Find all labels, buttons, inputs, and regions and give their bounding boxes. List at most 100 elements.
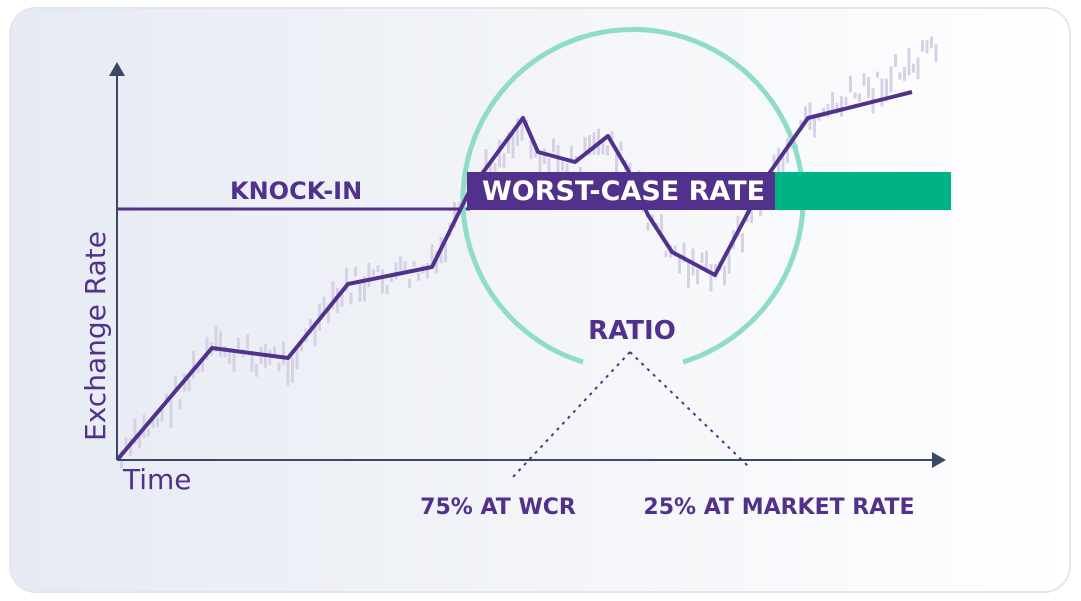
candle xyxy=(538,151,542,175)
card xyxy=(9,7,1071,593)
candle xyxy=(516,117,519,146)
candle xyxy=(511,132,515,159)
candle xyxy=(502,152,506,169)
candle xyxy=(174,376,177,393)
y-arrow xyxy=(109,62,125,76)
candle xyxy=(849,75,852,93)
candle xyxy=(354,266,357,277)
candle xyxy=(898,72,902,80)
candle xyxy=(151,416,155,428)
candle xyxy=(201,358,204,373)
candle xyxy=(417,272,420,281)
candle xyxy=(250,351,254,372)
candle xyxy=(385,285,389,295)
candle xyxy=(664,250,668,258)
candle xyxy=(273,346,276,358)
candle xyxy=(196,362,200,374)
candle xyxy=(682,242,686,263)
candle xyxy=(246,334,249,350)
candle xyxy=(345,267,348,292)
ratio-circle xyxy=(460,27,806,365)
candle xyxy=(300,344,303,352)
candle xyxy=(255,363,258,377)
candle xyxy=(862,73,866,86)
wcr-bar xyxy=(467,172,775,210)
candle xyxy=(678,256,681,274)
candle xyxy=(444,242,447,263)
candle xyxy=(601,139,605,155)
candle xyxy=(435,251,438,274)
candle xyxy=(133,418,137,444)
rate-line xyxy=(115,90,913,462)
candle xyxy=(372,268,375,276)
candle xyxy=(705,250,708,273)
candle xyxy=(399,256,402,271)
wcr-label: WORST-CASE RATE xyxy=(482,176,765,207)
candle xyxy=(336,287,339,314)
candle xyxy=(844,97,848,106)
candle xyxy=(552,138,555,153)
candle xyxy=(606,145,609,156)
candle xyxy=(408,279,411,289)
candle xyxy=(349,292,353,305)
candle xyxy=(750,204,753,223)
candle xyxy=(295,349,299,370)
candle xyxy=(673,245,677,257)
candle xyxy=(813,118,816,138)
ratio-left-label: 75% AT WCR xyxy=(420,495,576,520)
candle xyxy=(322,296,326,311)
candle xyxy=(430,244,434,267)
candle xyxy=(520,116,524,141)
candle xyxy=(610,130,614,147)
candle xyxy=(453,202,456,228)
candle xyxy=(885,78,888,102)
candle xyxy=(615,153,618,172)
candle xyxy=(309,319,312,334)
candle xyxy=(156,417,159,427)
candle xyxy=(282,341,285,365)
candle xyxy=(138,433,141,449)
candle xyxy=(412,260,416,267)
candle xyxy=(147,428,150,437)
candle xyxy=(507,131,510,154)
ratio-link xyxy=(629,351,749,467)
candle xyxy=(237,337,240,349)
candle xyxy=(381,269,384,294)
candle xyxy=(291,357,294,383)
candle xyxy=(570,145,573,164)
candle xyxy=(547,158,551,180)
ratio-right-label: 25% AT MARKET RATE xyxy=(643,495,914,520)
candle xyxy=(214,325,218,352)
candle xyxy=(889,66,893,93)
candle xyxy=(583,137,587,152)
candle xyxy=(565,162,569,173)
candle xyxy=(561,161,564,171)
candle xyxy=(403,261,407,274)
candle xyxy=(457,202,461,210)
candle xyxy=(835,102,839,114)
candle xyxy=(169,400,173,428)
candle xyxy=(588,135,591,156)
candle xyxy=(907,48,911,76)
candle xyxy=(894,54,897,67)
knock-in-label: KNOCK-IN xyxy=(230,177,362,205)
candle xyxy=(394,262,398,280)
candle xyxy=(178,399,182,410)
candle xyxy=(804,106,807,121)
candle xyxy=(498,140,501,168)
candle xyxy=(124,436,128,449)
x-arrow xyxy=(932,452,946,468)
candle xyxy=(192,350,195,379)
ratio-label: RATIO xyxy=(588,316,676,346)
candle xyxy=(367,262,371,288)
candle xyxy=(228,348,231,364)
candle xyxy=(358,280,362,302)
candle xyxy=(876,71,879,78)
candle xyxy=(313,324,317,347)
candle xyxy=(831,92,834,110)
candle xyxy=(853,92,857,99)
candle xyxy=(529,140,533,160)
candle xyxy=(340,290,344,308)
